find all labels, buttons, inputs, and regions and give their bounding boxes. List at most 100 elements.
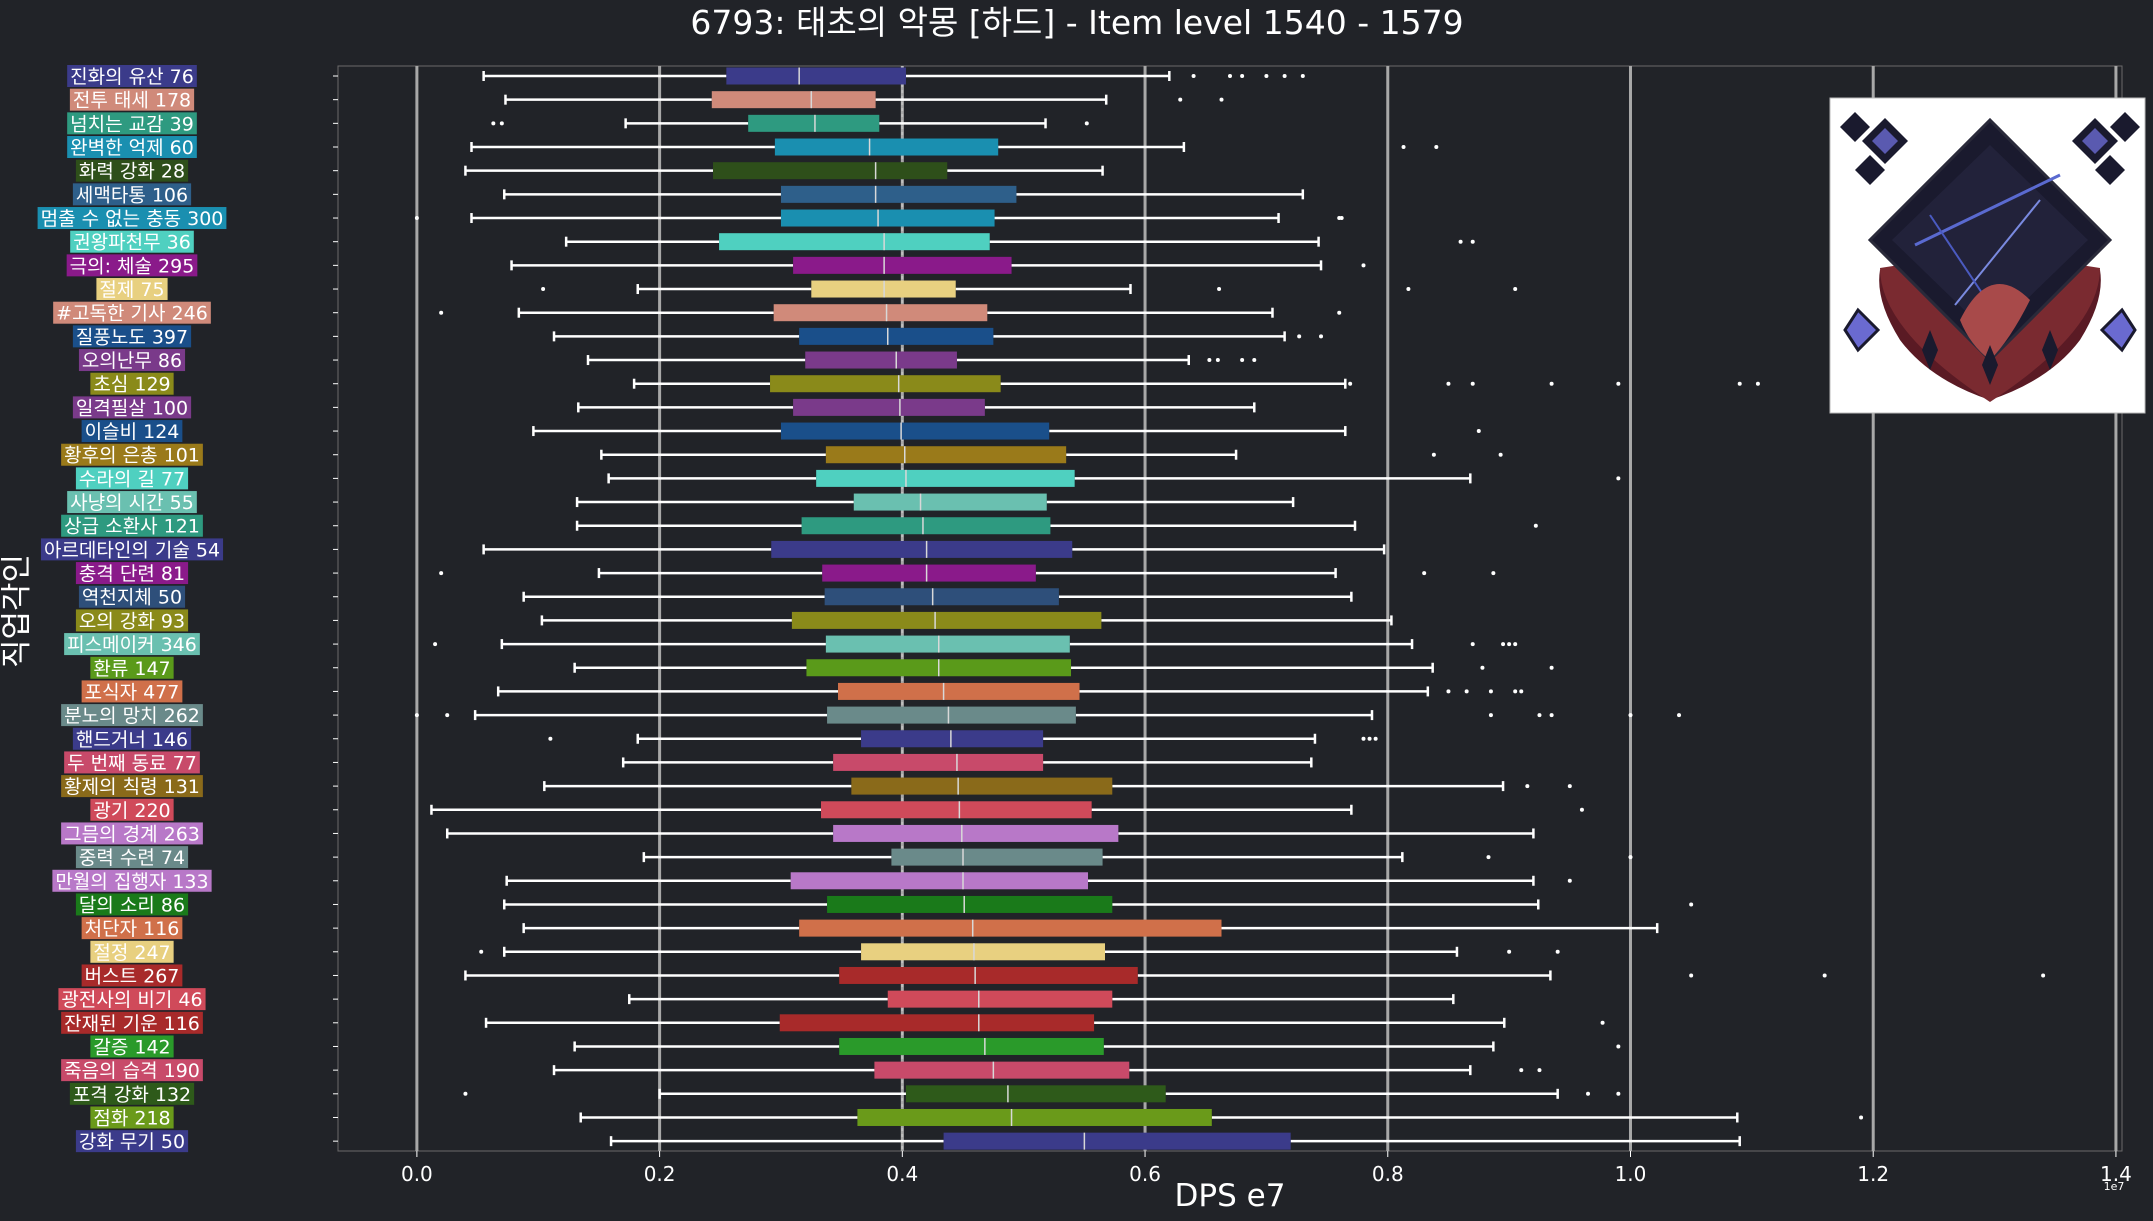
iqr-box <box>839 966 1138 984</box>
category-label-45: 강화 무기 50 <box>75 1130 189 1153</box>
box-row-36 <box>522 919 1659 937</box>
outlier-point <box>1401 145 1406 150</box>
category-label-text: 사냥의 시간 55 <box>70 492 194 514</box>
iqr-box <box>838 682 1080 700</box>
x-axis-ticks: 0.0 0.2 0.4 0.6 0.8 1.0 1.2 1.4 <box>401 1151 2132 1186</box>
outlier-point <box>1555 949 1560 954</box>
outlier-point <box>1464 689 1469 694</box>
box-row-5 <box>503 185 1305 203</box>
box-row-40 <box>484 1014 1605 1032</box>
outlier-point <box>1549 713 1554 718</box>
iqr-box <box>793 256 1012 274</box>
category-label-29: 두 번째 동료 77 <box>64 751 200 774</box>
outlier-point <box>1446 381 1451 386</box>
outlier-point <box>1361 736 1366 741</box>
iqr-box <box>825 635 1070 653</box>
category-label-bg <box>52 869 212 892</box>
category-label-31: 광기 220 <box>90 798 174 822</box>
iqr-box <box>805 351 957 369</box>
outlier-point <box>1519 1068 1524 1073</box>
box-row-37 <box>479 943 1560 961</box>
category-label-text: 두 번째 동료 77 <box>67 752 197 774</box>
category-label-bg <box>78 585 186 608</box>
category-label-bg <box>81 964 183 987</box>
box-row-38 <box>464 966 2046 984</box>
category-label-bg <box>64 633 200 656</box>
category-label-44: 점화 218 <box>90 1106 174 1129</box>
iqr-box <box>833 824 1119 842</box>
outlier-point <box>1498 452 1503 457</box>
iqr-box <box>833 753 1044 771</box>
category-label-bg <box>90 940 174 963</box>
category-label-text: 오의 강화 93 <box>79 610 185 632</box>
box-row-11 <box>552 327 1324 345</box>
box-row-22 <box>522 588 1353 606</box>
category-label-bg <box>69 1082 195 1105</box>
category-label-bg <box>61 775 203 798</box>
category-label-37: 절정 247 <box>90 940 174 964</box>
iqr-box <box>726 67 906 85</box>
box-row-30 <box>543 777 1572 795</box>
outlier-point <box>1217 287 1222 292</box>
category-label-bg <box>61 822 203 845</box>
category-label-text: 아르데타인의 기술 54 <box>44 539 220 561</box>
category-label-text: 오의난무 86 <box>82 350 182 372</box>
iqr-box <box>780 185 1017 203</box>
outlier-point <box>1240 358 1245 363</box>
outlier-point <box>1373 736 1378 741</box>
category-label-3: 완벽한 억제 60 <box>67 136 197 159</box>
category-label-text: 갈증 142 <box>93 1036 170 1058</box>
outlier-point <box>1406 287 1411 292</box>
outlier-point <box>1549 381 1554 386</box>
category-label-42: 죽음의 습격 190 <box>61 1059 203 1082</box>
category-label-1: 전투 태세 178 <box>69 88 195 112</box>
box-row-7 <box>564 233 1475 251</box>
outlier-point <box>439 310 444 315</box>
category-label-bg <box>61 514 203 537</box>
iqr-box <box>748 114 880 132</box>
outlier-point <box>1282 74 1287 78</box>
category-label-text: 중력 수련 74 <box>79 847 185 869</box>
category-label-text: 강화 무기 50 <box>79 1131 185 1153</box>
category-label-text: 극의: 체술 295 <box>70 255 195 277</box>
outlier-point <box>1431 452 1436 457</box>
box-row-4 <box>464 162 1104 180</box>
category-label-6: 멈출 수 없는 충동 300 <box>37 207 227 230</box>
iqr-box <box>711 91 876 109</box>
iqr-box <box>827 706 1076 724</box>
iqr-box <box>770 375 1001 393</box>
category-label-bg <box>90 798 174 821</box>
category-label-bg <box>61 704 203 727</box>
category-label-33: 중력 수련 74 <box>75 846 189 869</box>
category-label-20: 아르데타인의 기술 54 <box>40 538 224 561</box>
box-row-25 <box>573 659 1554 677</box>
outlier-point <box>445 713 450 718</box>
x-axis-label: DPS e7 <box>1175 1178 1286 1214</box>
category-label-11: 질풍노도 397 <box>72 325 192 348</box>
x-tick-label-5: 1.0 <box>1615 1162 1647 1186</box>
category-label-text: 포식자 477 <box>85 681 180 703</box>
y-tick-marks <box>333 75 338 1142</box>
category-label-text: 달의 소리 86 <box>79 894 185 916</box>
iqr-box <box>861 730 1044 748</box>
outlier-point <box>414 713 419 718</box>
category-label-text: 핸드거너 146 <box>76 729 188 751</box>
iqr-box <box>827 895 1113 913</box>
outlier-point <box>1513 287 1518 292</box>
outlier-point <box>1616 1044 1621 1049</box>
box-row-33 <box>642 848 1633 866</box>
iqr-box <box>719 233 990 251</box>
outlier-point <box>1616 1091 1621 1096</box>
category-label-bg <box>81 680 183 703</box>
category-label-8: 극의: 체술 295 <box>66 254 198 277</box>
vertical-gridlines <box>415 66 2118 1151</box>
box-row-26 <box>496 682 1524 700</box>
iqr-box <box>851 777 1113 795</box>
category-label-bg <box>81 917 183 940</box>
outlier-point <box>1689 902 1694 907</box>
box-row-3 <box>470 138 1439 156</box>
category-label-text: 광기 220 <box>93 800 170 822</box>
box-row-43 <box>463 1085 1621 1103</box>
category-label-text: 환류 147 <box>93 658 170 680</box>
iqr-box <box>891 848 1103 866</box>
